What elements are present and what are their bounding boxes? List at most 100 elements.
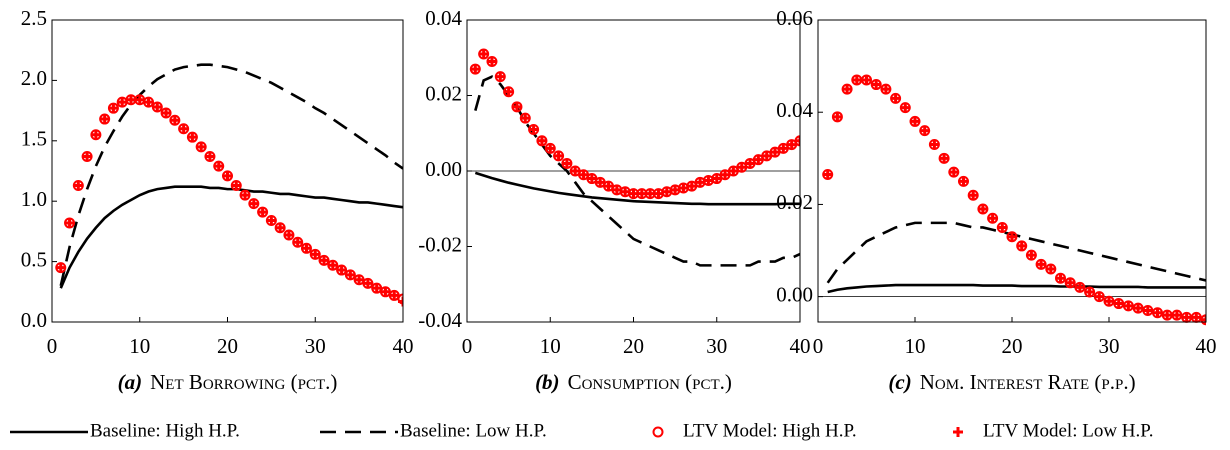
marker-plus xyxy=(822,169,833,180)
y-tick-label: 2.5 xyxy=(21,6,47,30)
marker-plus xyxy=(1007,231,1017,242)
x-tick-label: 30 xyxy=(305,334,326,358)
marker-plus xyxy=(919,125,930,136)
caption-label: (a) xyxy=(118,370,143,394)
x-tick-label: 10 xyxy=(129,334,150,358)
marker-plus xyxy=(695,177,706,188)
x-tick-label: 20 xyxy=(623,334,644,358)
marker-plus xyxy=(380,286,391,297)
x-tick-label: 40 xyxy=(1196,334,1217,358)
marker-plus xyxy=(240,190,251,201)
marker-plus xyxy=(953,427,963,437)
caption-title: Consumption (pct.) xyxy=(568,370,732,394)
marker-plus xyxy=(528,124,539,135)
x-tick-label: 10 xyxy=(540,334,561,358)
marker-plus xyxy=(1123,300,1134,311)
x-tick-label: 30 xyxy=(1099,334,1120,358)
series-line xyxy=(59,185,403,289)
marker-plus xyxy=(520,113,531,124)
plot-area xyxy=(822,74,1206,326)
marker-plus xyxy=(1016,240,1027,251)
series-line xyxy=(827,283,1206,294)
marker-plus xyxy=(977,204,988,215)
x-tick-label: 0 xyxy=(813,334,824,358)
marker-plus xyxy=(301,243,312,254)
marker-plus xyxy=(125,94,136,105)
marker-plus xyxy=(1104,296,1114,307)
marker-plus xyxy=(187,132,198,143)
plot-area xyxy=(55,63,403,307)
axes-box xyxy=(466,19,801,323)
marker-plus xyxy=(570,166,581,176)
marker-plus xyxy=(987,213,998,224)
axes-box xyxy=(817,19,1207,323)
x-tick-label: 40 xyxy=(790,334,811,358)
x-tick-label: 20 xyxy=(1002,334,1023,358)
y-tick-label: -0.04 xyxy=(418,308,462,332)
marker-plus xyxy=(1084,287,1095,298)
caption: (a) Net Borrowing (pct.) xyxy=(118,370,338,394)
marker-plus xyxy=(703,175,714,186)
marker-plus xyxy=(152,101,163,112)
marker-plus xyxy=(495,71,506,82)
marker-plus xyxy=(143,97,154,108)
marker-plus xyxy=(1055,273,1066,284)
marker-plus xyxy=(948,167,959,178)
marker-plus xyxy=(108,103,119,114)
marker-plus xyxy=(117,97,128,108)
marker-plus xyxy=(939,153,950,164)
marker-plus xyxy=(398,296,403,307)
panel: 0 10 20 30 40 0.00 0.02 0.04 0.06 (c) Nom. Interes… xyxy=(776,6,1216,394)
marker-plus xyxy=(611,184,622,195)
marker-plus xyxy=(997,222,1008,233)
marker-plus xyxy=(362,278,373,289)
x-tick-label: 40 xyxy=(393,334,414,358)
x-tick-label: 30 xyxy=(706,334,727,358)
marker-plus xyxy=(842,84,853,95)
marker-plus xyxy=(1094,291,1105,302)
marker-plus xyxy=(728,166,739,176)
marker-plus xyxy=(470,64,481,75)
marker-plus xyxy=(795,135,800,146)
marker-plus xyxy=(1113,298,1124,309)
caption-title: Net Borrowing (pct.) xyxy=(150,370,337,394)
marker-plus xyxy=(213,161,224,172)
marker-plus xyxy=(319,255,330,266)
marker-plus xyxy=(832,111,843,122)
marker-plus xyxy=(503,86,514,97)
legend-label: Baseline: High H.P. xyxy=(90,420,240,441)
marker-plus xyxy=(511,101,522,112)
y-tick-label: 1.0 xyxy=(21,187,47,211)
marker-plus xyxy=(327,260,338,271)
marker-plus xyxy=(661,186,672,197)
marker-plus xyxy=(55,262,66,273)
marker-plus xyxy=(1201,314,1206,325)
marker-plus xyxy=(266,215,277,226)
marker-plus xyxy=(1026,250,1037,261)
panel: 0 10 20 30 40 0.0 0.5 1.0 1.5 2.0 2.5 (a) Net Borrow… xyxy=(21,6,414,394)
marker-plus xyxy=(1191,312,1202,323)
legend-label: Baseline: Low H.P. xyxy=(400,420,547,441)
marker-plus xyxy=(753,154,764,165)
marker-plus xyxy=(310,249,321,260)
marker-plus xyxy=(283,230,294,241)
marker-plus xyxy=(595,177,606,188)
y-tick-label: 0.04 xyxy=(425,6,462,30)
marker-plus xyxy=(1065,277,1076,288)
caption-label: (c) xyxy=(888,370,911,394)
marker-plus xyxy=(169,115,180,126)
marker-plus xyxy=(900,102,911,113)
y-tick-label: 0.00 xyxy=(776,282,813,306)
caption: (c) Nom. Interest Rate (p.p.) xyxy=(888,370,1135,394)
marker-plus xyxy=(354,274,365,285)
marker-plus xyxy=(345,269,356,280)
marker-plus xyxy=(99,114,110,125)
marker-plus xyxy=(851,74,862,85)
marker-plus xyxy=(561,158,572,169)
marker-plus xyxy=(553,150,564,161)
y-tick-label: 1.5 xyxy=(21,127,47,151)
marker-plus xyxy=(890,93,901,104)
marker-plus xyxy=(871,79,882,90)
marker-circle xyxy=(397,293,403,305)
marker-plus xyxy=(336,265,347,276)
